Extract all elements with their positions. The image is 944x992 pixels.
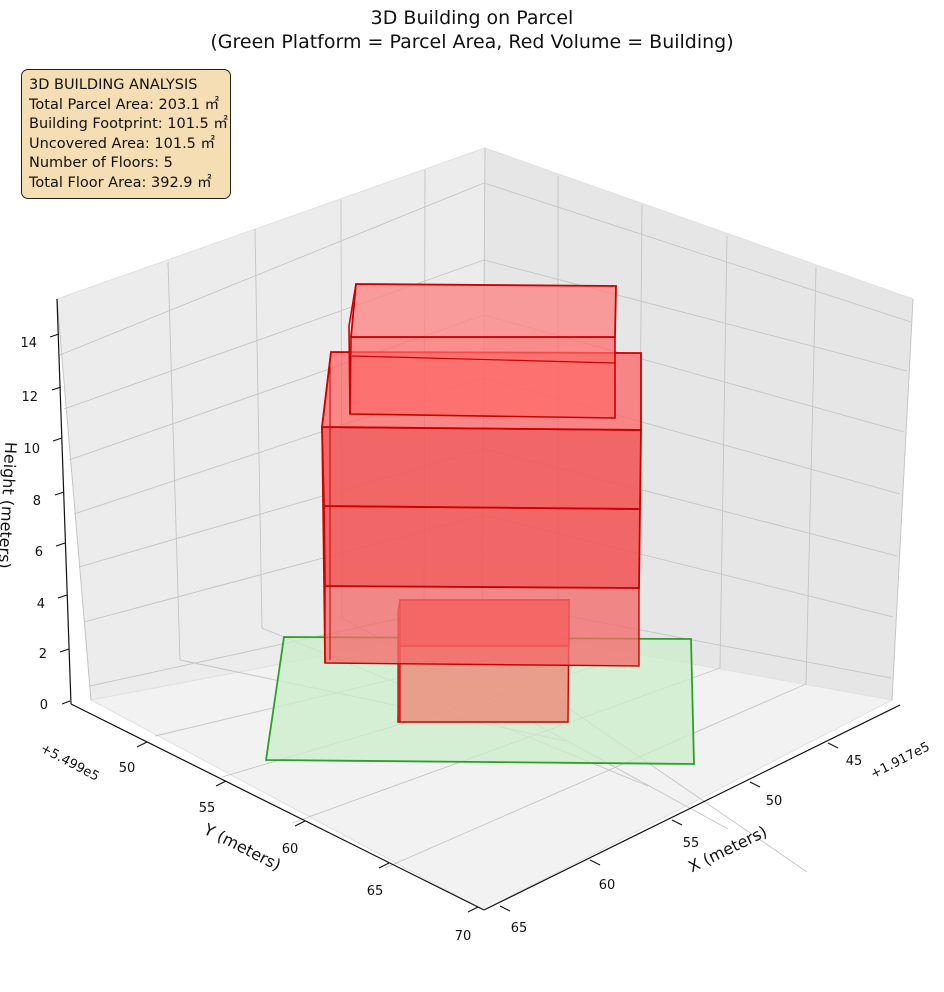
z-tick-labels: 0 2 4 6 8 10 12 14 (20, 336, 48, 713)
info-line-floor-area: Total Floor Area: 392.9 ㎡ (29, 174, 212, 191)
chart-title-block: 3D Building on Parcel (Green Platform = … (0, 6, 944, 54)
z-axis-line (56, 298, 72, 705)
y-tick-labels: 50 55 60 65 70 (119, 761, 472, 944)
y-tick-label: 60 (282, 842, 299, 857)
y-tick-label: 50 (119, 761, 136, 776)
z-tick-label: 8 (33, 494, 41, 509)
y-tick-label: 55 (199, 801, 216, 816)
z-tick-label: 0 (40, 698, 48, 713)
chart-title: 3D Building on Parcel (370, 7, 574, 29)
chart-subtitle: (Green Platform = Parcel Area, Red Volum… (210, 31, 734, 53)
z-tick-label: 10 (23, 442, 40, 457)
z-tick-label: 6 (35, 545, 43, 560)
floor-2 (323, 505, 641, 589)
y-tick-label: 70 (455, 929, 472, 944)
z-tick-label: 14 (20, 336, 37, 351)
z-tick-label: 2 (39, 647, 47, 662)
x-tick-label: 45 (846, 754, 863, 769)
y-offset-text: +5.499e5 (38, 741, 102, 784)
y-axis-line (70, 703, 485, 911)
building-upper (348, 283, 617, 419)
floor-5 (350, 283, 617, 338)
building-volume (320, 283, 642, 723)
floor-3 (321, 426, 642, 510)
y-tick-label: 65 (367, 884, 384, 899)
z-tick-label: 4 (37, 597, 45, 612)
x-tick-label: 55 (683, 836, 700, 851)
x-offset-text: +1.917e5 (868, 740, 932, 783)
tower-left-edge (321, 351, 332, 664)
x-tick-label: 50 (766, 794, 783, 809)
tick-marks (49, 333, 839, 913)
axes (56, 298, 901, 911)
z-axis-label: Height (meters) (0, 441, 20, 569)
floor-1 (324, 585, 640, 667)
z-tick-label: 12 (21, 390, 38, 405)
info-heading: 3D BUILDING ANALYSIS (29, 77, 198, 93)
x-axis-line (483, 704, 901, 911)
info-line-floors: Number of Floors: 5 (29, 155, 173, 171)
y-axis-label: Y (meters) (200, 819, 284, 874)
x-tick-label: 60 (599, 878, 616, 893)
info-line-footprint: Building Footprint: 101.5 ㎡ (29, 116, 228, 132)
x-tick-labels: 45 50 55 60 65 (511, 754, 863, 936)
upper-left-edge (348, 283, 357, 415)
info-line-parcel-area: Total Parcel Area: 203.1 ㎡ (29, 96, 220, 113)
floor-4 (349, 336, 616, 419)
info-line-uncovered: Uncovered Area: 101.5 ㎡ (29, 135, 216, 152)
x-tick-label: 65 (511, 921, 528, 936)
analysis-info-box: 3D BUILDING ANALYSIS Total Parcel Area: … (21, 69, 231, 199)
